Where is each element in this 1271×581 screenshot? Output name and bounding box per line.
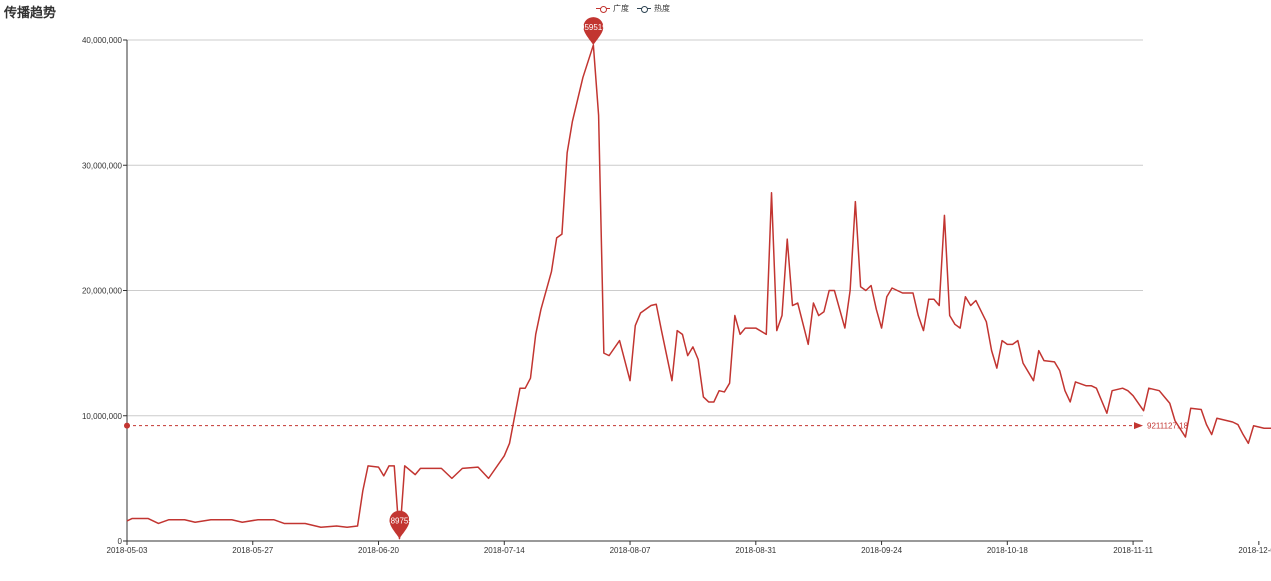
axis-layer: 0 10,000,000 20,000,000 30,000,000 40,000,00… [82,36,1271,555]
x-tick-label: 2018-05-03 [107,546,148,555]
y-tick-label: 0 [118,537,123,546]
legend-line-icon [596,5,610,13]
x-tick-label: 2018-12-05 [1238,546,1271,555]
average-line-label: 9211127.18 [1147,422,1189,431]
legend-item-redu[interactable]: 热度 [637,3,670,14]
legend: 广度 热度 [596,3,670,14]
x-tick-label: 2018-06-20 [358,546,399,555]
chart-title: 传播趋势 [4,5,57,20]
series-layer [126,44,1271,540]
mark-point-pin-max [583,17,604,46]
x-tick-label: 2018-08-07 [610,546,651,555]
mark-point-label-max: 39595198 [576,23,612,32]
mark-point-label-min: 189755 [386,517,413,526]
series-line-guangdu [126,44,1271,540]
x-tick-label: 2018-07-14 [484,546,525,555]
y-tick-label: 40,000,000 [82,36,123,45]
x-tick-label: 2018-08-31 [735,546,776,555]
legend-label: 热度 [654,4,670,13]
legend-item-guangdu[interactable]: 广度 [596,3,629,14]
average-line-arrow [1134,422,1143,430]
x-tick-label: 2018-05-27 [232,546,273,555]
y-tick-label: 20,000,000 [82,287,123,296]
mark-layer: 9211127.18 39595198 189755 [124,17,1189,539]
x-tick-label: 2018-11-11 [1113,546,1153,555]
x-tick-label: 2018-09-24 [861,546,902,555]
x-tick-label: 2018-10-18 [987,546,1028,555]
legend-label: 广度 [613,4,629,13]
y-tick-label: 10,000,000 [82,412,123,421]
grid-layer [127,39,1143,417]
mark-point-pin-min [389,510,410,539]
legend-line-icon [637,5,651,13]
y-tick-label: 30,000,000 [82,161,123,170]
